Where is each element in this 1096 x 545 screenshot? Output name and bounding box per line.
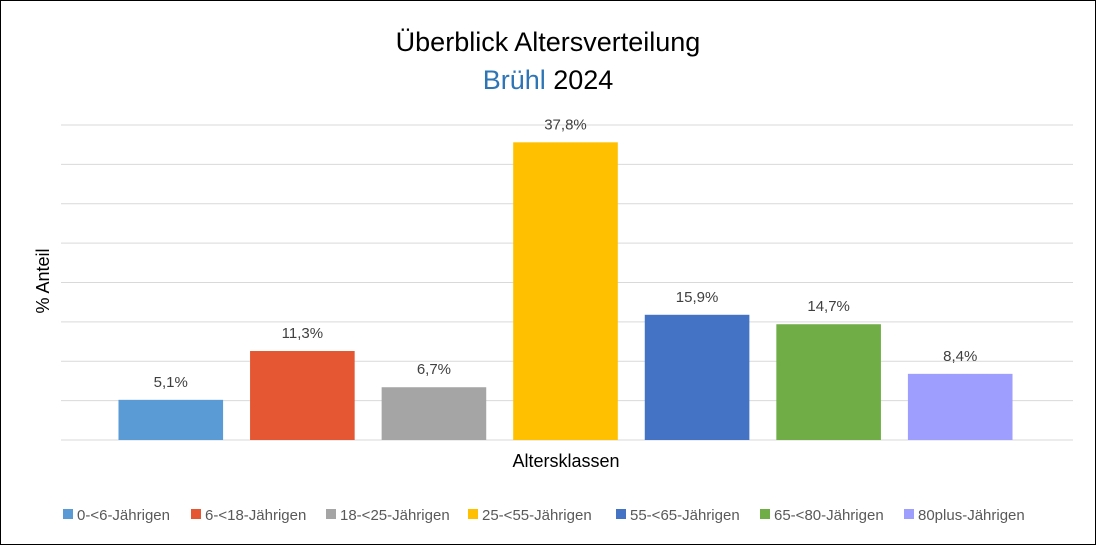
legend-label: 65-<80-Jährigen	[774, 507, 884, 524]
legend-swatch	[326, 509, 336, 519]
data-label: 15,9%	[676, 289, 719, 306]
legend-label: 6-<18-Jährigen	[205, 507, 306, 524]
legend-label: 80plus-Jährigen	[918, 507, 1025, 524]
legend-label: 25-<55-Jährigen	[482, 507, 592, 524]
legend-swatch	[760, 509, 770, 519]
data-label: 5,1%	[154, 374, 188, 391]
legend: 0-<6-Jährigen 6-<18-Jährigen 18-<25-Jährig…	[63, 507, 1025, 524]
legend-label: 55-<65-Jährigen	[630, 507, 740, 524]
bar	[776, 324, 881, 440]
bars	[118, 142, 1013, 440]
data-label: 14,7%	[807, 298, 850, 315]
chart-subtitle: Brühl 2024	[483, 65, 614, 95]
legend-swatch	[616, 509, 626, 519]
data-label: 37,8%	[544, 116, 587, 133]
legend-label: 18-<25-Jährigen	[340, 507, 450, 524]
bar	[907, 373, 1013, 440]
x-axis-label: Altersklassen	[512, 451, 619, 471]
chart-subtitle-place: Brühl	[483, 65, 546, 95]
data-labels: 5,1% 11,3% 6,7% 37,8% 15,9% 14,7% 8,4%	[154, 116, 978, 391]
data-label: 11,3%	[282, 325, 323, 342]
bar	[644, 314, 750, 440]
bar	[513, 142, 618, 440]
data-label: 6,7%	[417, 361, 451, 378]
chart-subtitle-year: 2024	[553, 65, 613, 95]
bar	[250, 351, 355, 440]
legend-swatch	[191, 509, 201, 519]
data-label: 8,4%	[943, 348, 977, 365]
y-axis-label: % Anteil	[33, 248, 53, 313]
legend-label: 0-<6-Jährigen	[77, 507, 170, 524]
chart-title: Überblick Altersverteilung	[396, 27, 701, 57]
legend-swatch	[904, 509, 914, 519]
legend-swatch	[63, 509, 73, 519]
bar	[381, 387, 487, 440]
bar	[118, 399, 224, 440]
chart-subtitle-space	[546, 65, 554, 95]
legend-swatch	[468, 509, 478, 519]
